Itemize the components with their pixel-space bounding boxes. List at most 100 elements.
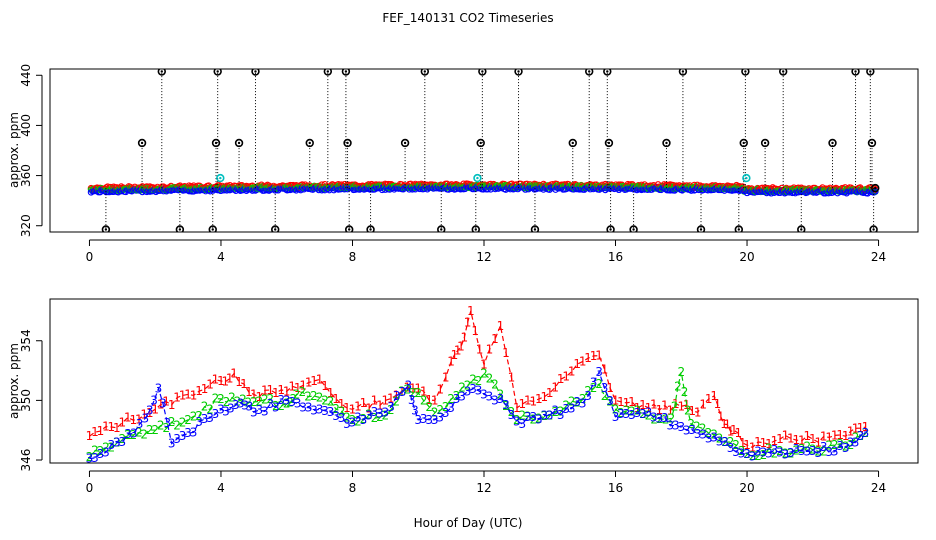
point-label: 3 (568, 402, 576, 416)
point-label: 3 (820, 440, 828, 454)
point-outer (871, 183, 880, 193)
point-label: 2 (151, 423, 159, 437)
point-label: 1 (666, 404, 674, 418)
point-label: 2 (732, 438, 740, 452)
point-label: 3 (721, 435, 729, 449)
point-outer (530, 225, 540, 232)
point-label: 1 (862, 420, 870, 434)
point-outer (760, 138, 770, 148)
point-label: 1 (645, 401, 653, 415)
point-label: 1 (672, 397, 680, 411)
point-label: 1 (321, 379, 329, 393)
point-label: 2 (579, 392, 587, 406)
point-outer (137, 138, 147, 148)
point-label: 1 (179, 388, 187, 402)
point-label: 1 (217, 374, 225, 388)
point-label: 1 (195, 384, 203, 398)
point-label: 1 (714, 397, 722, 411)
point-label: 3 (261, 404, 269, 418)
point-inner (869, 70, 872, 73)
point-label: 3 (579, 396, 587, 410)
point-label: 3 (551, 404, 559, 418)
point-label: 1 (261, 383, 269, 397)
point-label: 3 (365, 408, 373, 422)
point-label: 2 (705, 426, 713, 440)
point-inner (211, 228, 214, 231)
point-label: 3 (809, 444, 817, 458)
point-label: 2 (321, 393, 329, 407)
point-inner (326, 70, 330, 73)
point-label: 3 (436, 410, 444, 424)
series-line (89, 370, 866, 460)
point-outer (437, 225, 446, 232)
point-label: 3 (508, 408, 516, 422)
point-label: 1 (108, 420, 116, 434)
point-outer (400, 138, 410, 148)
point-label: 1 (230, 367, 238, 381)
point-label: 3 (606, 394, 614, 408)
point-black-circles (471, 225, 480, 232)
point-label: 2 (842, 440, 850, 454)
point-label: 1 (294, 381, 302, 395)
point-label: 2 (162, 421, 170, 435)
point-inner (744, 70, 747, 73)
point-label: 1 (734, 426, 742, 440)
plot-area-top (87, 69, 880, 232)
point-label: 1 (454, 344, 462, 358)
x-axis-top: 0 4 8 12 16 20 24 (86, 239, 886, 264)
point-label: 3 (464, 384, 472, 398)
point-inner (699, 228, 703, 231)
point-black-circles (157, 69, 166, 76)
point-label: 3 (699, 427, 707, 441)
point-inner (533, 228, 537, 231)
point-black-circles (437, 225, 446, 232)
point-label: 3 (771, 443, 779, 457)
point-label: 2 (645, 408, 653, 422)
point-inner (160, 70, 163, 73)
point-label: 2 (743, 447, 751, 461)
x-tick-label: 24 (871, 250, 886, 264)
point-outer (208, 225, 217, 232)
point-label: 1 (579, 355, 587, 369)
point-outer (851, 69, 860, 76)
point-label: 3 (710, 431, 718, 445)
point-label: 2 (497, 387, 505, 401)
point-outer (662, 138, 671, 148)
point-label: 2 (684, 404, 692, 418)
point-label: 1 (606, 381, 614, 395)
point-label: 2 (508, 405, 516, 419)
point-black-circles (869, 225, 878, 232)
point-label: 2 (184, 413, 192, 427)
point-label: 2 (108, 440, 116, 454)
x-axis-bottom: 0 4 8 12 16 20 24 (86, 470, 886, 495)
point-outer (585, 69, 594, 76)
point-outer (157, 69, 166, 76)
point-label: 2 (327, 394, 335, 408)
point-outer (606, 225, 615, 232)
point-outer (366, 225, 375, 232)
point-inner (476, 176, 479, 180)
point-label: 2 (442, 400, 450, 414)
point-label: 3 (540, 408, 548, 422)
point-black-circles (530, 225, 540, 232)
point-black-circles (871, 183, 880, 193)
point-label: 2 (179, 415, 187, 429)
point-outer (867, 138, 877, 148)
point-inner (874, 186, 877, 190)
x-axis-label: Hour of Day (UTC) (414, 516, 523, 530)
point-label: 1 (628, 395, 636, 409)
series-2: 2222222222222222222222222222222222222222… (86, 365, 870, 463)
point-label: 2 (776, 444, 784, 458)
point-inner (479, 141, 482, 145)
point-label: 2 (540, 409, 548, 423)
point-label: 3 (749, 449, 757, 463)
point-label: 3 (847, 435, 855, 449)
point-label: 3 (168, 437, 176, 451)
point-label: 3 (136, 417, 144, 431)
point-inner (403, 141, 407, 145)
x-tick-label: 16 (608, 481, 623, 495)
point-label: 3 (316, 402, 324, 416)
point-label: 2 (595, 377, 603, 391)
point-label: 2 (343, 410, 351, 424)
